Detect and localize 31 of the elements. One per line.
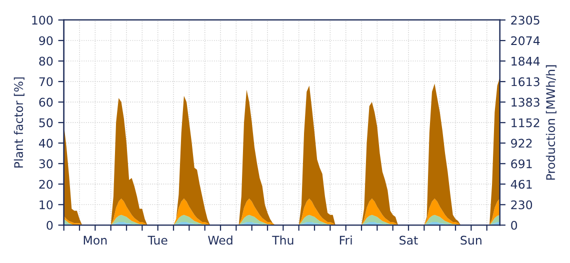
y-tick-label: 20 [39, 180, 53, 189]
y-axis-title: Plant factor [%] [14, 77, 24, 168]
y2-tick-label: 461 [510, 180, 532, 189]
y-tick-label: 10 [40, 200, 53, 210]
y-tick-label: 30 [39, 159, 53, 168]
y2-tick-label: 2074 [511, 36, 540, 46]
y-tick-label: 80 [39, 56, 53, 66]
y-tick-label: 40 [38, 138, 53, 148]
y2-axis-title: Production [MWh/h] [546, 65, 556, 180]
y2-tick-label: 691 [511, 159, 532, 168]
x-tick-label: Wed [208, 236, 232, 245]
x-tick-label: Mon [84, 236, 107, 245]
y2-tick-label: 2305 [511, 16, 540, 25]
y2-tick-label: 1152 [512, 118, 540, 128]
y-tick-label: 0 [46, 220, 53, 230]
y-tick-label: 50 [39, 118, 53, 128]
x-tick-label: Thu [272, 236, 294, 245]
x-tick-label: Sun [460, 236, 482, 245]
y-tick-label: 70 [39, 77, 53, 86]
y-tick-label: 90 [39, 36, 53, 46]
y-tick-label: 100 [32, 16, 53, 25]
x-tick-label: Fri [340, 236, 352, 245]
y2-tick-label: 1613 [512, 77, 540, 86]
y2-tick-label: 230 [511, 200, 532, 210]
y2-tick-label: 1844 [512, 56, 540, 66]
y-tick-label: 60 [39, 98, 53, 107]
y2-tick-label: 1383 [512, 98, 540, 107]
y2-tick-label: 0 [511, 220, 518, 230]
x-tick-label: Tue [148, 236, 168, 245]
y2-tick-label: 922 [511, 138, 532, 148]
x-tick-label: Sat [400, 236, 418, 245]
